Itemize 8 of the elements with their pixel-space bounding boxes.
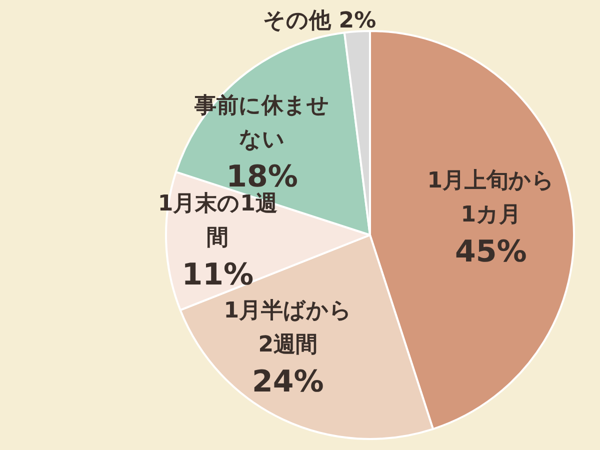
- slice-label: 事前に休ませない: [193, 93, 330, 152]
- slice-label: 1月上旬から1カ月: [427, 168, 555, 228]
- data-label: 24%: [252, 364, 324, 400]
- slice-label: 1月半ばから2週間: [224, 298, 352, 358]
- slice-label: 1月末の1週間: [158, 192, 278, 251]
- data-label: 11%: [182, 258, 254, 293]
- slice-label: その他 2%: [263, 8, 376, 34]
- data-label: 45%: [454, 234, 527, 270]
